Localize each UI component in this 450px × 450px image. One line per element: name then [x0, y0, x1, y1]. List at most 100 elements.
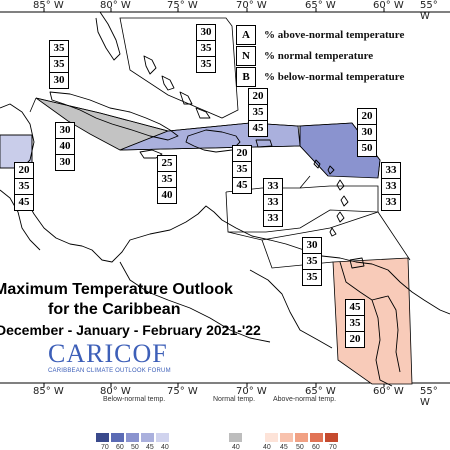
legend-tick-below-50: 50 [131, 444, 139, 450]
prob-above: 20 [358, 109, 376, 125]
swatch-below-40 [156, 433, 169, 442]
lon-label-85w: 85° W [33, 0, 64, 11]
prob-normal: 35 [303, 254, 321, 270]
lon-label-75w: 75° W [167, 0, 198, 11]
swatch-below-70 [96, 433, 109, 442]
legend-tick-below-60: 60 [116, 444, 124, 450]
prob-normal: 33 [264, 195, 282, 211]
legend-tick-below-45: 45 [146, 444, 154, 450]
swatch-normal-40 [229, 433, 242, 442]
prob-normal: 35 [15, 179, 33, 195]
prob-below: 50 [361, 142, 373, 154]
prob-normal: 33 [382, 179, 400, 195]
swatch-above-60 [310, 433, 323, 442]
key-letter-n: N [236, 45, 256, 66]
lon-label-60w: 60° W [373, 0, 404, 11]
prob-normal: 35 [233, 162, 251, 178]
key-text-normal: % normal temperature [264, 49, 374, 62]
legend-tick-above-50: 50 [296, 444, 304, 450]
prob-below: 20 [349, 333, 361, 345]
key-row-below: B % below-normal temperature [236, 66, 404, 87]
lon-label-75w-bottom: 75° W [167, 386, 198, 397]
prob-normal: 35 [346, 316, 364, 332]
map-key: A % above-normal temperature N % normal … [236, 24, 404, 87]
prob-normal: 35 [197, 41, 215, 57]
prob-box-hispaniola-north: 20 35 45 [248, 88, 268, 137]
prob-below: 30 [59, 156, 71, 168]
key-row-above: A % above-normal temperature [236, 24, 404, 45]
legend-below-label: Below-normal temp. [103, 396, 166, 403]
prob-below: 35 [306, 271, 318, 283]
prob-below: 40 [161, 189, 173, 201]
key-text-above: % above-normal temperature [264, 28, 405, 41]
prob-normal: 35 [249, 105, 267, 121]
key-letter-a: A [236, 24, 256, 45]
prob-above: 33 [264, 179, 282, 195]
prob-above: 30 [303, 238, 321, 254]
swatch-above-40 [265, 433, 278, 442]
caribbean-map [0, 8, 450, 387]
legend-tick-above-40: 40 [263, 444, 271, 450]
lon-label-55w: 55° W [420, 0, 438, 22]
prob-box-caribbean-sea: 33 33 33 [263, 178, 283, 227]
prob-box-guianas: 45 35 20 [345, 299, 365, 348]
prob-above: 45 [346, 300, 364, 316]
lon-label-65w: 65° W [305, 0, 336, 11]
lon-label-70w: 70° W [236, 0, 267, 11]
legend-tick-above-45: 45 [280, 444, 288, 450]
prob-below: 45 [252, 122, 264, 134]
lon-label-80w-bottom: 80° W [100, 386, 131, 397]
prob-box-jamaica: 25 35 40 [157, 155, 177, 204]
prob-below: 45 [236, 179, 248, 191]
swatch-below-45 [141, 433, 154, 442]
legend-normal-label: Normal temp. [213, 396, 256, 403]
logo-tagline: CARIBBEAN CLIMATE OUTLOOK FORUM [48, 368, 171, 374]
prob-box-cayman-cuba-west: 30 40 30 [55, 122, 75, 171]
prob-box-central-america-north: 35 35 30 [49, 40, 69, 89]
prob-box-hispaniola-south: 20 35 45 [232, 145, 252, 194]
swatch-below-60 [111, 433, 124, 442]
map-subtitle: for the Caribbean [48, 301, 181, 318]
lon-label-65w-bottom: 65° W [305, 386, 336, 397]
legend-above-label: Above-normal temp. [273, 396, 337, 403]
lon-label-55w-bottom: 55° W [420, 386, 438, 408]
prob-normal: 35 [158, 172, 176, 188]
prob-above: 20 [249, 89, 267, 105]
map-season: December - January - February 2021-'22 [0, 322, 261, 338]
legend-tick-above-70: 70 [329, 444, 337, 450]
prob-below: 30 [53, 74, 65, 86]
map-title: Maximum Temperature Outlook [0, 281, 233, 298]
swatch-below-50 [126, 433, 139, 442]
prob-above: 20 [15, 163, 33, 179]
prob-above: 25 [158, 156, 176, 172]
swatch-above-70 [325, 433, 338, 442]
lon-label-60w-bottom: 60° W [373, 386, 404, 397]
prob-above: 30 [197, 25, 215, 41]
prob-normal: 40 [56, 139, 74, 155]
prob-normal: 35 [50, 57, 68, 73]
prob-below: 33 [385, 196, 397, 208]
legend-tick-below-40: 40 [161, 444, 169, 450]
prob-above: 35 [50, 41, 68, 57]
prob-box-bahamas: 30 35 35 [196, 24, 216, 73]
lon-label-70w-bottom: 70° W [236, 386, 267, 397]
zone-guianas-orange [332, 257, 413, 385]
legend-tick-above-60: 60 [312, 444, 320, 450]
prob-above: 33 [382, 163, 400, 179]
prob-above: 20 [233, 146, 251, 162]
swatch-above-50 [295, 433, 308, 442]
prob-box-windward-islands: 33 33 33 [381, 162, 401, 211]
lon-label-80w: 80° W [100, 0, 131, 11]
region-boundaries [0, 17, 411, 269]
logo-name: CARICOF [48, 339, 168, 368]
key-text-below: % below-normal temperature [264, 70, 405, 83]
prob-below: 33 [267, 212, 279, 224]
lon-label-85w-bottom: 85° W [33, 386, 64, 397]
prob-box-central-america-south: 20 35 45 [14, 162, 34, 211]
legend-tick-normal-40: 40 [232, 444, 240, 450]
swatch-above-45 [280, 433, 293, 442]
key-row-normal: N % normal temperature [236, 45, 404, 66]
prob-box-trinidad-venezuela: 30 35 35 [302, 237, 322, 286]
prob-box-leeward-islands: 20 30 50 [357, 108, 377, 157]
